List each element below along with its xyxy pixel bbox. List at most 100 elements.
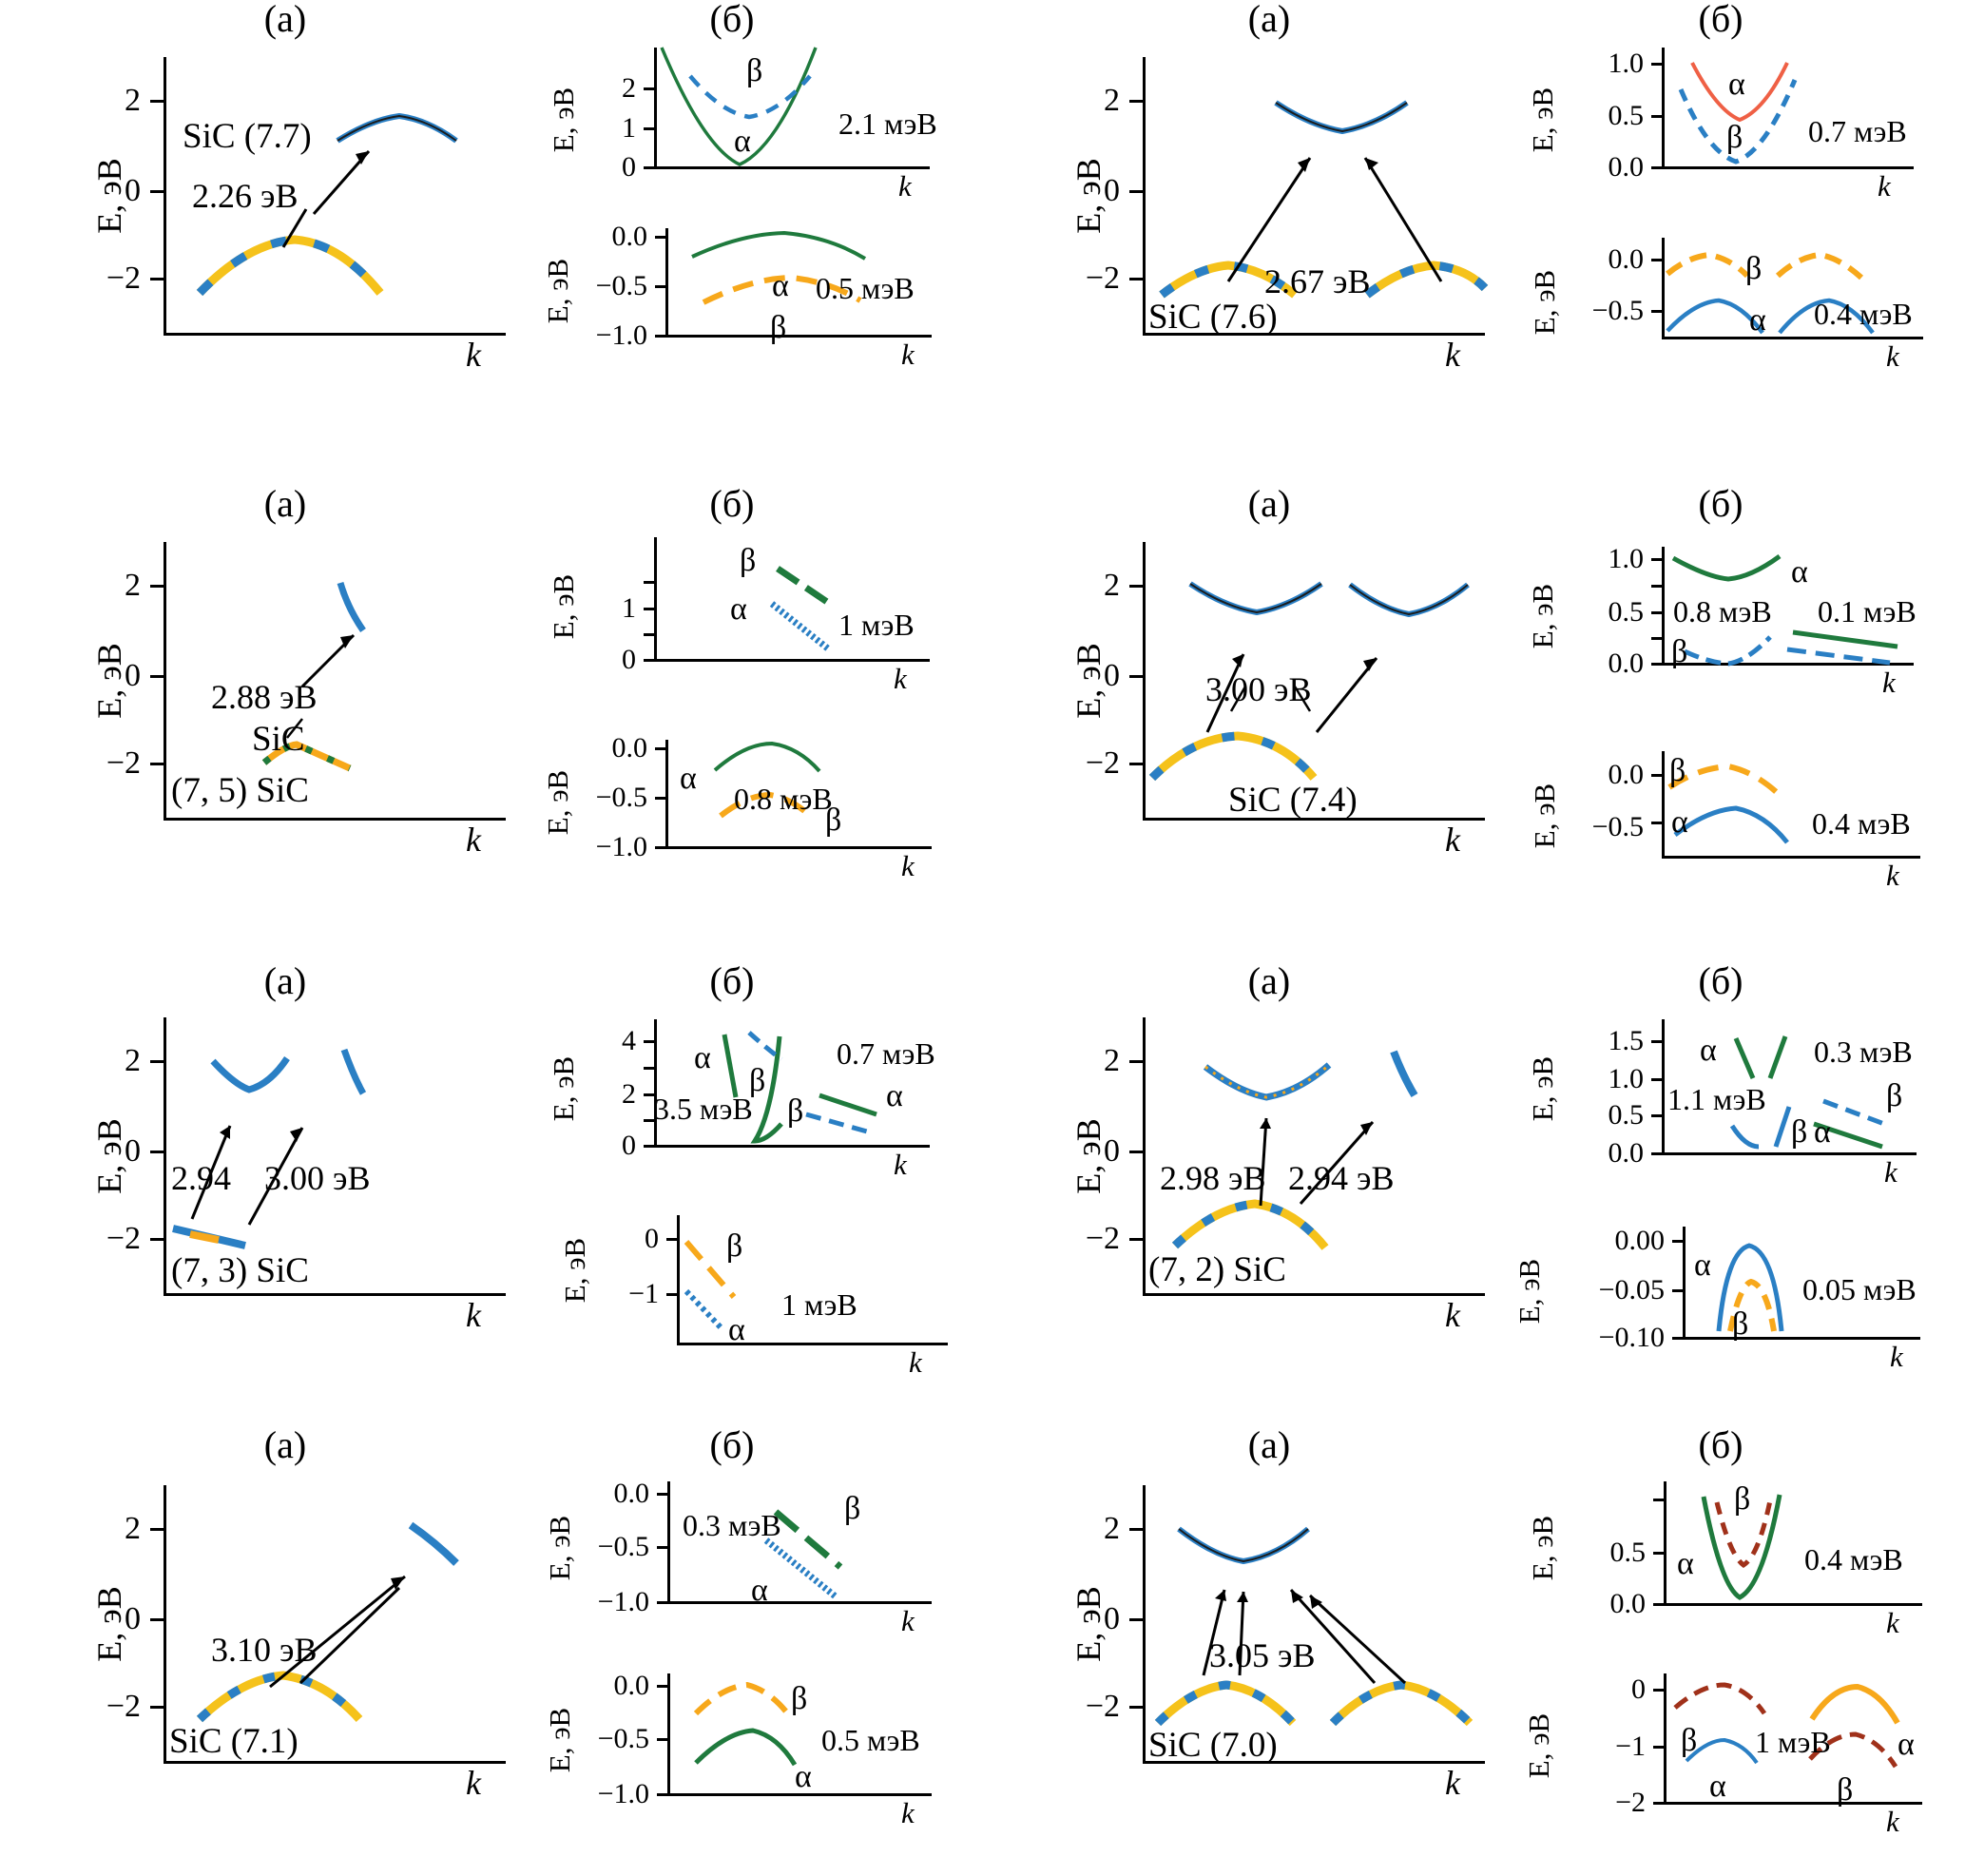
inset-y-axis: [665, 740, 668, 846]
inset-x-axis: [1662, 1152, 1917, 1155]
panel-title-b-3: (б): [709, 482, 755, 525]
splitting-label: 1.1 мэВ: [1667, 1082, 1766, 1116]
y-tick-label: 0: [1104, 173, 1120, 208]
beta-label: β: [844, 1491, 861, 1526]
inset-tick: [1651, 63, 1662, 66]
inset-x-label: k: [901, 1604, 915, 1637]
inset-tick: [644, 166, 654, 169]
inset-tick: [1653, 1552, 1664, 1555]
x-axis-line: [1143, 333, 1485, 336]
inset-y-axis: [654, 48, 657, 166]
inset-x-label: k: [901, 1796, 915, 1829]
inset-tick: [655, 285, 665, 288]
beta-label: β: [1669, 753, 1686, 788]
inset-tick: [1651, 1078, 1662, 1081]
inset-x-axis: [1662, 166, 1914, 169]
inset-tick: [644, 659, 654, 662]
inset-tick-label: 0.5: [1608, 100, 1645, 131]
band-gap-label-2: 3.00 эВ: [264, 1159, 371, 1197]
inset-tick-label: 1: [622, 112, 636, 144]
inset-y-axis: [667, 1481, 670, 1601]
alpha-label: α: [1671, 804, 1688, 840]
inset-tick: [1672, 1240, 1683, 1243]
inset-x-label: k: [898, 169, 912, 203]
y-tick-label: 2: [1104, 1043, 1120, 1078]
inset-tick-label: 4: [622, 1025, 636, 1056]
inset-tick-label: 0.0: [1608, 243, 1645, 275]
inset-tick-label: −1.0: [597, 1586, 649, 1617]
inset-tick-label: 0: [622, 151, 636, 183]
inset-x-axis: [665, 846, 932, 849]
splitting-label: 1 мэВ: [838, 608, 915, 642]
inset-curves: [713, 741, 821, 821]
inset-tick: [666, 1238, 677, 1241]
inset-curves: [691, 230, 867, 305]
y-tick-label: 0: [1104, 658, 1120, 693]
y-tick: [1129, 1528, 1143, 1531]
y-tick: [150, 1706, 164, 1709]
band-gap-label: 3.10 эВ: [211, 1631, 318, 1669]
inset-tick: [1651, 115, 1662, 118]
inset-y-axis: [1662, 1019, 1665, 1152]
inset-y-axis: [1662, 238, 1665, 337]
inset-tick: [644, 1040, 654, 1043]
inset-tick: [644, 1093, 654, 1096]
alpha-label: α: [680, 761, 697, 796]
alpha-label: α: [1749, 302, 1766, 338]
inset-x-label: k: [1878, 169, 1891, 203]
y-tick: [1129, 763, 1143, 765]
band-gap-label: 2.88 эВ: [211, 678, 318, 716]
inset-tick: [657, 1738, 667, 1741]
inset-top-sic-7-4: E, эВ 1.0 0.5 0.0 k α β 0.8 мэВ 0.1 мэВ: [1526, 545, 1965, 700]
nanotube-label: (7, 3) SiC: [171, 1251, 309, 1290]
y-tick: [1129, 1151, 1143, 1153]
y-tick: [150, 278, 164, 280]
nanotube-label-extra: SiC: [252, 720, 305, 759]
alpha-label: α: [1709, 1769, 1726, 1804]
inset-tick-label: 0.0: [1608, 759, 1645, 790]
inset-top-sic-7-1: E, эВ 0.0 −0.5 −1.0 k β α 0.3 мэВ: [543, 1480, 979, 1637]
inset-curves: [769, 566, 835, 652]
inset-tick-label: −0.5: [1591, 295, 1644, 326]
inset-tick: [1651, 822, 1662, 824]
inset-tick-label: 0.00: [1614, 1225, 1666, 1256]
inset-curves: [1729, 1035, 1885, 1150]
inset-y-label: E, эВ: [1526, 1055, 1559, 1122]
inset-tick: [1653, 1603, 1664, 1606]
x-axis-line: [1143, 1293, 1485, 1296]
inset-tick: [1651, 611, 1662, 614]
inset-tick: [1672, 1289, 1683, 1292]
x-axis-label: k: [1445, 336, 1460, 374]
inset-tick: [1651, 310, 1662, 313]
inset-y-label: E, эВ: [1528, 783, 1561, 849]
splitting-label: 0.5 мэВ: [816, 271, 915, 305]
splitting-label: 0.8 мэВ: [734, 782, 833, 816]
inset-tick: [1651, 558, 1662, 561]
inset-bottom-sic-7-4: E, эВ 0.0 −0.5 k β α 0.4 мэВ: [1528, 751, 1965, 894]
y-tick-label: −2: [1085, 1689, 1120, 1724]
inset-x-label: k: [1886, 1606, 1899, 1639]
beta-label: β: [825, 803, 842, 838]
y-tick-label: −2: [106, 1689, 141, 1724]
inset-tick-label: 0.5: [1608, 1099, 1645, 1131]
inset-tick-label: −0.5: [1591, 811, 1644, 842]
inset-bottom-sic-7-1: E, эВ 0.0 −0.5 −1.0 k β α 0.5 мэВ: [543, 1672, 979, 1829]
alpha-label: α: [734, 124, 751, 159]
inset-tick: [1651, 1114, 1662, 1117]
inset-top-sic-7-6: E, эВ 1.0 0.5 0.0 k α β 0.7 мэВ: [1526, 48, 1965, 203]
inset-y-label: E, эВ: [1522, 1712, 1555, 1779]
inset-tick-label: −0.05: [1598, 1274, 1665, 1305]
splitting-label: 0.4 мэВ: [1804, 1542, 1903, 1576]
inset-tick-label: −0.5: [597, 1723, 649, 1754]
inset-tick: [655, 335, 665, 338]
band-curves: [196, 1521, 459, 1723]
inset-tick: [644, 633, 654, 636]
y-tick-label: 0: [125, 173, 141, 208]
inset-y-label: E, эВ: [1512, 1258, 1546, 1325]
x-axis-label: k: [466, 821, 481, 859]
splitting-label: 0.7 мэВ: [1808, 114, 1907, 148]
inset-y-axis: [1662, 751, 1665, 856]
inset-tick: [644, 127, 654, 130]
inset-tick: [657, 1493, 667, 1496]
inset-tick: [666, 1293, 677, 1296]
